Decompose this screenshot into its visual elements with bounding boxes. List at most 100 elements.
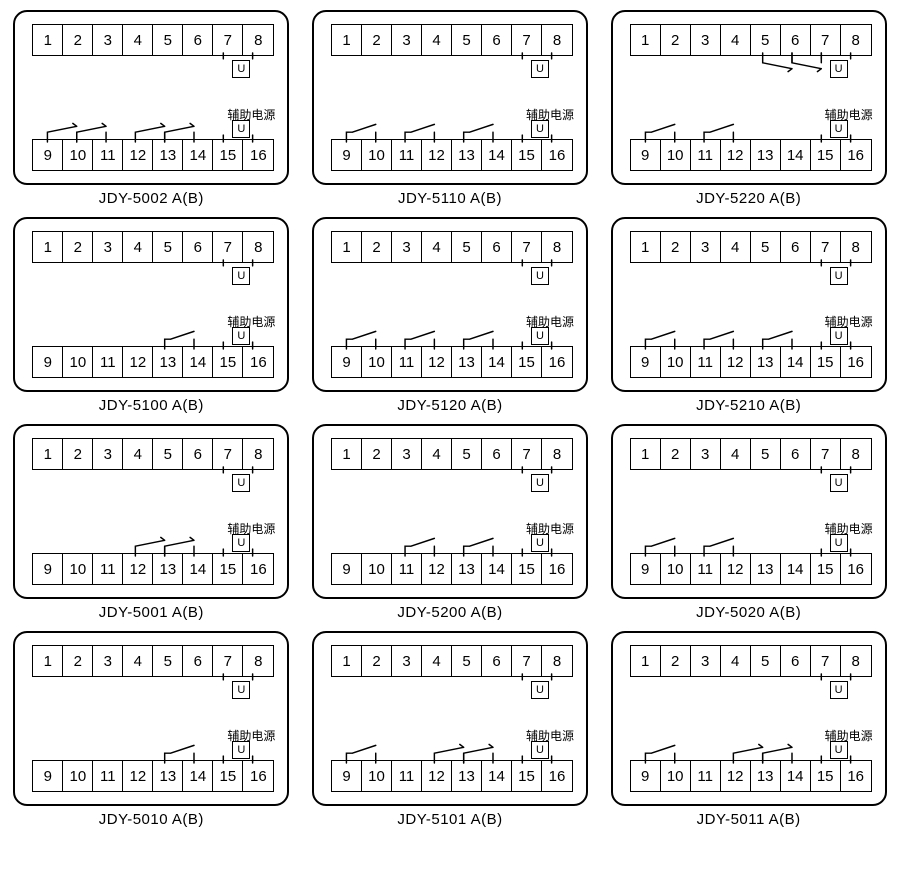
terminal-5: 5	[452, 439, 482, 469]
terminal-7: 7	[512, 439, 542, 469]
top-terminal-row: 12345678	[32, 645, 274, 677]
terminal-1: 1	[631, 232, 661, 262]
module-box: 12345678910111213141516UU辅助电源	[312, 217, 588, 392]
terminal-2: 2	[661, 25, 691, 55]
terminal-9: 9	[332, 761, 362, 791]
terminal-7: 7	[213, 25, 243, 55]
terminal-12: 12	[123, 761, 153, 791]
top-terminal-row: 12345678	[630, 24, 872, 56]
top-terminal-row: 12345678	[331, 438, 573, 470]
terminal-3: 3	[691, 232, 721, 262]
terminal-16: 16	[841, 140, 871, 170]
aux-power-label: 辅助电源	[825, 520, 873, 537]
aux-power-label: 辅助电源	[526, 520, 574, 537]
terminal-14: 14	[482, 347, 512, 377]
terminal-10: 10	[661, 140, 691, 170]
terminal-12: 12	[721, 347, 751, 377]
terminal-12: 12	[422, 347, 452, 377]
terminal-7: 7	[811, 232, 841, 262]
terminal-1: 1	[631, 439, 661, 469]
terminal-6: 6	[781, 25, 811, 55]
terminal-15: 15	[811, 761, 841, 791]
u-box-top: U	[531, 681, 549, 699]
terminal-14: 14	[482, 761, 512, 791]
terminal-4: 4	[123, 232, 153, 262]
terminal-11: 11	[93, 761, 123, 791]
bottom-terminal-row: 910111213141516	[331, 760, 573, 792]
terminal-9: 9	[33, 761, 63, 791]
terminal-6: 6	[781, 439, 811, 469]
terminal-3: 3	[93, 439, 123, 469]
terminal-8: 8	[243, 232, 273, 262]
module-box: 12345678910111213141516UU辅助电源	[13, 217, 289, 392]
terminal-5: 5	[751, 646, 781, 676]
terminal-16: 16	[243, 554, 273, 584]
u-box-top: U	[531, 474, 549, 492]
module-caption: JDY-5210 A(B)	[696, 397, 801, 414]
terminal-4: 4	[123, 646, 153, 676]
bottom-terminal-row: 910111213141516	[32, 346, 274, 378]
terminal-5: 5	[751, 439, 781, 469]
bottom-terminal-row: 910111213141516	[331, 139, 573, 171]
terminal-16: 16	[243, 347, 273, 377]
terminal-12: 12	[721, 761, 751, 791]
terminal-14: 14	[781, 761, 811, 791]
terminal-12: 12	[422, 140, 452, 170]
terminal-14: 14	[781, 554, 811, 584]
bottom-terminal-row: 910111213141516	[630, 553, 872, 585]
terminal-14: 14	[482, 140, 512, 170]
module-caption: JDY-5010 A(B)	[99, 811, 204, 828]
u-box-top: U	[531, 267, 549, 285]
module-caption: JDY-5002 A(B)	[99, 190, 204, 207]
terminal-5: 5	[153, 232, 183, 262]
terminal-3: 3	[392, 646, 422, 676]
terminal-6: 6	[183, 646, 213, 676]
terminal-16: 16	[841, 554, 871, 584]
terminal-15: 15	[811, 140, 841, 170]
terminal-16: 16	[542, 347, 572, 377]
aux-power-label: 辅助电源	[227, 313, 275, 330]
terminal-13: 13	[751, 140, 781, 170]
terminal-5: 5	[452, 25, 482, 55]
module-JDY-5120: 12345678910111213141516UU辅助电源JDY-5120 A(…	[309, 217, 592, 414]
module-caption: JDY-5220 A(B)	[696, 190, 801, 207]
terminal-9: 9	[631, 140, 661, 170]
terminal-8: 8	[243, 25, 273, 55]
terminal-15: 15	[512, 761, 542, 791]
top-terminal-row: 12345678	[32, 231, 274, 263]
terminal-14: 14	[781, 140, 811, 170]
terminal-12: 12	[123, 554, 153, 584]
bottom-terminal-row: 910111213141516	[32, 760, 274, 792]
terminal-2: 2	[63, 232, 93, 262]
aux-power-label: 辅助电源	[825, 727, 873, 744]
terminal-7: 7	[213, 646, 243, 676]
module-caption: JDY-5200 A(B)	[397, 604, 502, 621]
terminal-8: 8	[542, 232, 572, 262]
terminal-13: 13	[153, 554, 183, 584]
terminal-4: 4	[721, 439, 751, 469]
terminal-12: 12	[422, 761, 452, 791]
terminal-2: 2	[63, 646, 93, 676]
terminal-6: 6	[183, 232, 213, 262]
terminal-11: 11	[392, 140, 422, 170]
aux-power-label: 辅助电源	[227, 727, 275, 744]
terminal-13: 13	[452, 554, 482, 584]
module-JDY-5110: 12345678910111213141516UU辅助电源JDY-5110 A(…	[309, 10, 592, 207]
terminal-12: 12	[123, 347, 153, 377]
terminal-7: 7	[213, 232, 243, 262]
u-box-top: U	[232, 681, 250, 699]
terminal-10: 10	[661, 347, 691, 377]
module-caption: JDY-5101 A(B)	[397, 811, 502, 828]
terminal-1: 1	[332, 232, 362, 262]
terminal-15: 15	[213, 347, 243, 377]
terminal-11: 11	[691, 761, 721, 791]
terminal-16: 16	[542, 140, 572, 170]
terminal-3: 3	[392, 232, 422, 262]
terminal-1: 1	[33, 439, 63, 469]
terminal-7: 7	[811, 439, 841, 469]
module-caption: JDY-5001 A(B)	[99, 604, 204, 621]
terminal-5: 5	[452, 232, 482, 262]
u-box-top: U	[232, 60, 250, 78]
top-terminal-row: 12345678	[32, 24, 274, 56]
module-JDY-5101: 12345678910111213141516UU辅助电源JDY-5101 A(…	[309, 631, 592, 828]
